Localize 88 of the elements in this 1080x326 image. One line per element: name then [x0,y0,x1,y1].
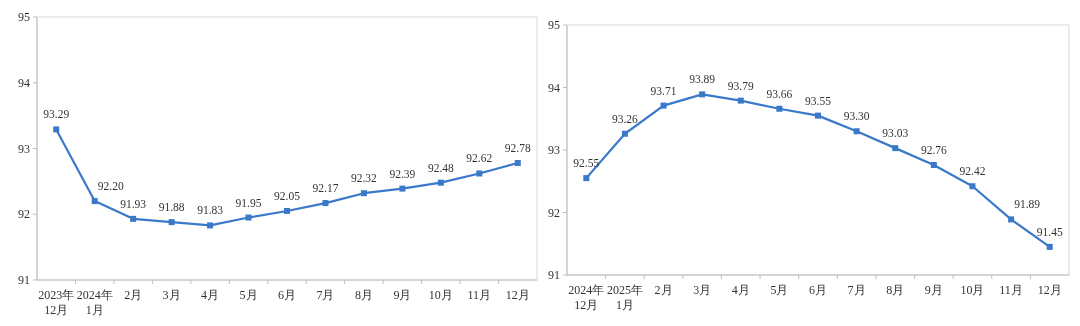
x-tick-label: 10月 [428,288,453,302]
x-tick-label: 3月 [693,283,712,297]
data-label: 92.48 [427,161,455,174]
data-label: 92.32 [350,172,378,185]
point [737,97,744,104]
point [776,105,783,112]
point [476,170,483,177]
point [53,126,60,133]
y-tick-label: 93 [548,143,560,157]
x-tick-label: 3月 [162,288,181,302]
data-label: 93.71 [650,84,677,97]
point [583,175,590,182]
data-label: 93.55 [805,94,832,107]
point [699,91,706,98]
point [969,183,976,190]
point [360,190,367,197]
x-tick-label: 5月 [770,283,789,297]
data-label: 92.78 [504,141,531,154]
x-tick-label: 9月 [924,283,943,297]
x-tick-label: 12月 [1037,283,1062,297]
point [322,200,329,207]
point [437,179,444,186]
y-tick-label: 92 [18,207,30,222]
data-label: 91.45 [1036,225,1063,238]
data-label: 93.79 [727,79,754,92]
data-label: 92.20 [97,180,124,193]
x-tick-label: 2月 [654,283,673,297]
point [853,128,860,135]
x-tick-label: 2025年 1月 [606,283,643,312]
data-label: 93.29 [43,108,70,121]
data-label: 93.03 [882,127,909,140]
x-tick-label: 11月 [999,283,1023,297]
x-tick-label: 9月 [393,288,412,302]
point [284,207,290,214]
data-label: 93.26 [611,112,639,125]
x-tick-label: 7月 [316,288,335,302]
data-label: 92.39 [389,167,416,180]
y-tick-label: 94 [548,80,560,95]
x-tick-label: 2024年 1月 [76,288,113,317]
data-label: 91.95 [235,196,262,209]
y-tick-label: 91 [548,268,560,282]
point [1008,216,1015,223]
point [892,145,899,152]
x-tick-label: 6月 [809,283,827,297]
x-tick-label: 12月 [505,288,530,302]
x-tick-label: 11月 [467,288,492,302]
data-label: 92.76 [920,144,948,156]
y-tick-label: 91 [18,273,30,287]
point [621,130,628,137]
data-label: 93.89 [689,73,716,86]
point [91,198,98,205]
data-label: 93.66 [766,87,793,100]
y-tick-label: 95 [18,10,30,24]
data-label: 91.83 [197,204,224,217]
x-tick-label: 8月 [354,288,373,302]
y-tick-label: 92 [548,205,560,220]
point [245,214,252,221]
data-label: 91.88 [158,201,185,214]
point [930,162,937,168]
x-tick-label: 10月 [960,283,985,297]
data-label: 91.89 [1014,198,1041,211]
x-tick-label: 6月 [278,288,296,302]
point [168,219,175,226]
y-tick-label: 93 [18,141,30,156]
data-label: 91.93 [120,197,147,210]
x-tick-label: 2023年 12月 [38,288,75,317]
data-label: 92.62 [466,152,493,165]
x-tick-label: 8月 [886,283,905,297]
y-tick-label: 94 [18,75,30,90]
data-label: 92.42 [959,165,986,178]
data-label: 92.17 [312,182,339,195]
data-label: 92.55 [573,157,600,170]
point [815,112,821,119]
x-tick-label: 4月 [731,283,750,297]
point [514,159,521,166]
point [660,102,667,109]
data-label: 93.30 [843,110,870,123]
x-tick-label: 7月 [847,283,866,297]
x-tick-label: 4月 [201,288,220,302]
x-tick-label: 2月 [124,288,143,302]
point [130,215,137,222]
data-label: 92.05 [274,189,301,202]
x-tick-label: 2024年 12月 [568,283,605,312]
y-tick-label: 95 [548,18,560,32]
point [399,185,406,192]
point [207,222,214,229]
x-tick-label: 5月 [239,288,258,302]
point [1046,243,1053,250]
